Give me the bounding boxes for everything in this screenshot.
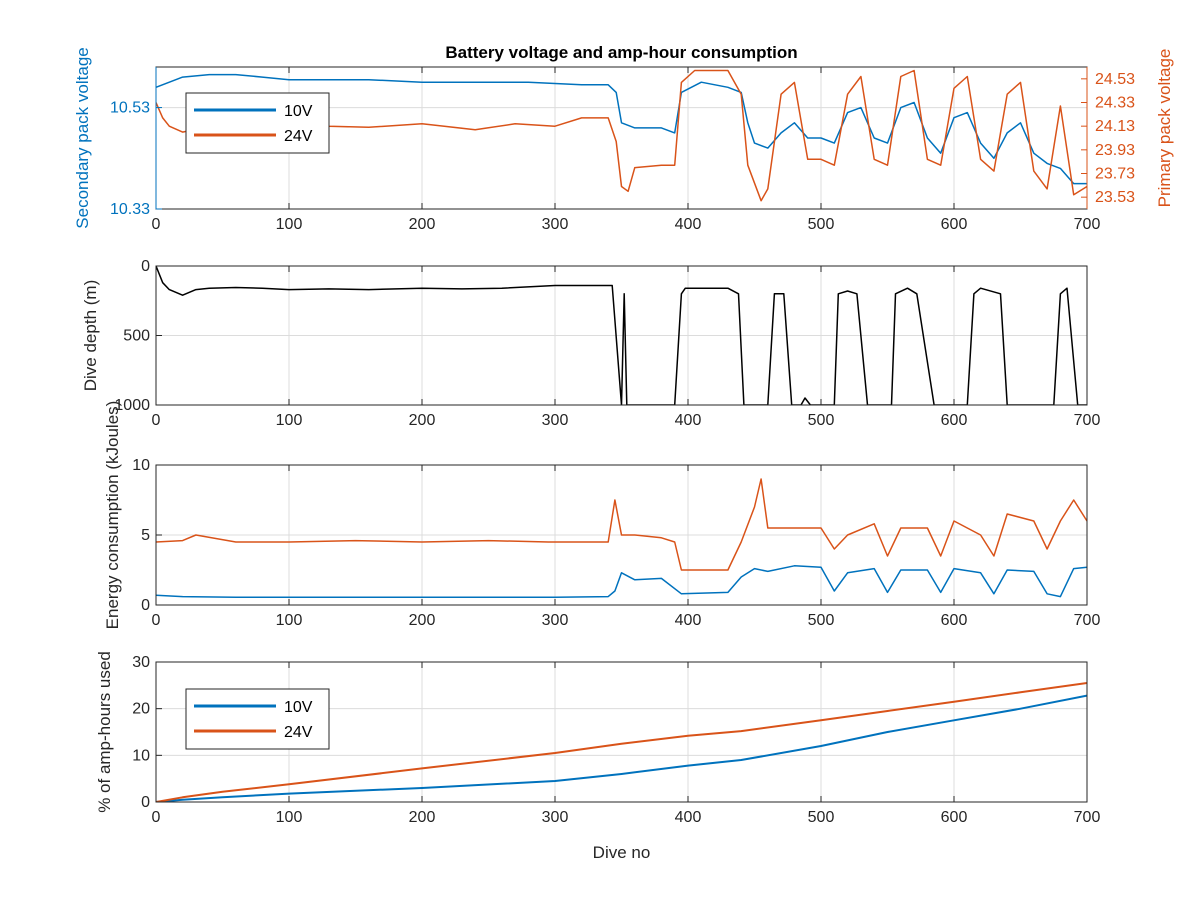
x-tick-label: 700	[1074, 216, 1101, 233]
y-right-tick-label: 24.33	[1095, 95, 1135, 112]
y-axis-label: Energy consumption (kJoules)	[103, 401, 122, 630]
x-tick-label: 200	[409, 612, 436, 629]
x-tick-label: 100	[276, 809, 303, 826]
x-tick-label: 700	[1074, 612, 1101, 629]
y-tick-label: 0	[141, 794, 150, 811]
y-tick-label: 10	[132, 747, 150, 764]
x-tick-label: 600	[941, 412, 968, 429]
legend-label-24v: 24V	[284, 724, 313, 741]
y-tick-label: 10	[132, 457, 150, 474]
x-tick-label: 300	[542, 216, 569, 233]
x-tick-label: 0	[152, 216, 161, 233]
x-tick-label: 600	[941, 809, 968, 826]
y-right-tick-label: 23.53	[1095, 189, 1135, 206]
legend-label-10v: 10V	[284, 103, 313, 120]
x-tick-label: 600	[941, 612, 968, 629]
series-line-depth	[156, 266, 1087, 405]
series-line-10v	[156, 73, 1087, 185]
y-tick-label: 20	[132, 701, 150, 718]
x-tick-label: 500	[808, 412, 835, 429]
x-tick-label: 300	[542, 612, 569, 629]
plots: 0 100 200 300 400 500 600 70010.3310.5323.5323.…	[73, 43, 1174, 862]
y-tick-label: 5	[141, 527, 150, 544]
x-axis-label: Dive no	[593, 843, 651, 862]
x-tick-label: 400	[675, 216, 702, 233]
y-axis-label: Secondary pack voltage	[73, 47, 92, 228]
series-line-24v	[156, 682, 1087, 802]
x-tick-label: 300	[542, 412, 569, 429]
panel-2: 0 100 200 300 400 500 600 700 0 500 1000 Dive depth…	[81, 258, 1100, 429]
x-tick-label: 200	[409, 809, 436, 826]
x-tick-label: 400	[675, 412, 702, 429]
x-tick-label: 100	[276, 216, 303, 233]
x-tick-label: 400	[675, 809, 702, 826]
y-axis-label: % of amp-hours used	[95, 651, 114, 813]
legend-box	[185, 688, 330, 750]
x-tick-label: 100	[276, 612, 303, 629]
series-line-24v	[156, 478, 1087, 571]
y-tick-label: 30	[132, 654, 150, 671]
y-axis-label: Dive depth (m)	[81, 280, 100, 391]
y-tick-label: 1000	[114, 397, 150, 414]
series-line-10v	[156, 694, 1087, 802]
y-tick-label: 0	[141, 258, 150, 275]
x-tick-label: 0	[152, 612, 161, 629]
y-tick-label: 10.53	[110, 100, 150, 117]
panel-1: 0 100 200 300 400 500 600 700 10.33 10.53 23.53 23.…	[73, 43, 1174, 233]
legend-label-10v: 10V	[284, 699, 313, 716]
series-line-10v	[156, 565, 1087, 599]
y-right-tick-label: 23.73	[1095, 166, 1135, 183]
axes-box	[155, 661, 1088, 803]
x-tick-label: 500	[808, 612, 835, 629]
legend-box	[185, 92, 330, 154]
x-tick-label: 0	[152, 809, 161, 826]
panel-4: 0 100 200 300 400 500 600 700 0 10 20 30 % of amp-ho…	[95, 651, 1100, 862]
x-tick-label: 700	[1074, 412, 1101, 429]
x-tick-label: 0	[152, 412, 161, 429]
panel-3: 0 100 200 300 400 500 600 700 0 5 10 Energy consump…	[103, 401, 1100, 630]
y-right-tick-label: 24.13	[1095, 118, 1135, 135]
y-right-axis-label: Primary pack voltage	[1155, 49, 1174, 208]
y-tick-label: 500	[123, 328, 150, 345]
y-tick-label: 10.33	[110, 201, 150, 218]
x-tick-label: 300	[542, 809, 569, 826]
y-tick-label: 0	[141, 597, 150, 614]
x-tick-label: 600	[941, 216, 968, 233]
x-tick-label: 100	[276, 412, 303, 429]
x-tick-label: 400	[675, 612, 702, 629]
x-tick-label: 700	[1074, 809, 1101, 826]
chart-title: Battery voltage and amp-hour consumption	[445, 43, 797, 62]
legend-label-24v: 24V	[284, 128, 313, 145]
x-tick-label: 500	[808, 216, 835, 233]
y-right-tick-label: 24.53	[1095, 71, 1135, 88]
x-tick-label: 200	[409, 216, 436, 233]
series-line-24v	[156, 69, 1087, 202]
x-tick-label: 500	[808, 809, 835, 826]
y-right-tick-label: 23.93	[1095, 142, 1135, 159]
x-tick-label: 200	[409, 412, 436, 429]
